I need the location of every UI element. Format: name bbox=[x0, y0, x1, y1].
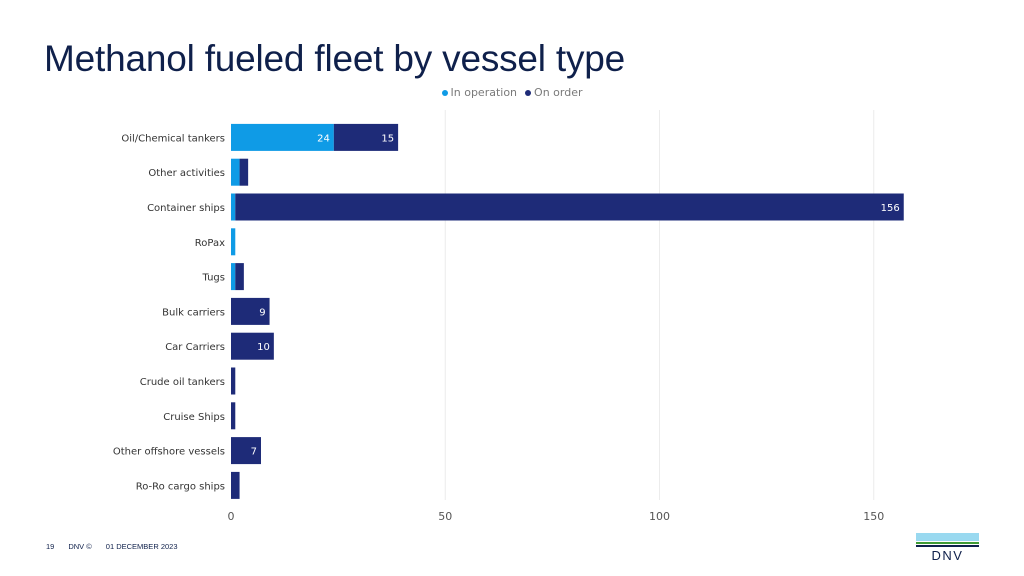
legend-item-on-order[interactable]: On order bbox=[525, 86, 583, 99]
logo-stripe-dark bbox=[916, 545, 979, 547]
bar-on-order[interactable] bbox=[231, 367, 236, 395]
category-label: Ro-Ro cargo ships bbox=[136, 481, 225, 492]
bar-on-order[interactable] bbox=[231, 297, 270, 325]
category-label: Other activities bbox=[148, 168, 225, 179]
category-label: Crude oil tankers bbox=[140, 377, 225, 388]
legend-item-in-operation[interactable]: In operation bbox=[441, 86, 518, 99]
bar-in-operation[interactable] bbox=[231, 228, 236, 256]
bar-on-order[interactable] bbox=[231, 437, 261, 465]
copyright-text: DNV © bbox=[68, 542, 92, 551]
bar-on-order[interactable] bbox=[235, 193, 904, 221]
x-tick-label: 50 bbox=[438, 510, 452, 523]
logo-stripe-light bbox=[916, 533, 979, 541]
logo-stripe-green bbox=[916, 542, 979, 544]
bar-on-order[interactable] bbox=[231, 471, 240, 499]
data-label: 15 bbox=[381, 133, 394, 144]
x-tick-label: 150 bbox=[863, 510, 884, 523]
category-label: Cruise Ships bbox=[163, 412, 225, 423]
category-label: Tugs bbox=[202, 273, 226, 284]
bar-on-order[interactable] bbox=[333, 123, 399, 151]
legend-label-in-operation: In operation bbox=[450, 86, 518, 99]
category-label: Bulk carriers bbox=[162, 307, 225, 318]
data-label: 10 bbox=[257, 342, 270, 353]
slide-title: Methanol fueled fleet by vessel type bbox=[44, 38, 626, 79]
chart-legend: In operation On order bbox=[0, 86, 1024, 99]
bar-in-operation[interactable] bbox=[231, 158, 240, 186]
data-label: 9 bbox=[259, 307, 265, 318]
page-number: 19 bbox=[46, 542, 55, 551]
slide-footer: 19 DNV © 01 DECEMBER 2023 bbox=[46, 542, 178, 551]
logo-text: DNV bbox=[931, 548, 964, 563]
bar-on-order[interactable] bbox=[235, 263, 244, 291]
bar-in-operation[interactable] bbox=[231, 123, 334, 151]
bar-on-order[interactable] bbox=[231, 402, 236, 430]
legend-swatch-on-order bbox=[525, 89, 532, 96]
footer-date: 01 DECEMBER 2023 bbox=[105, 542, 178, 551]
legend-swatch-in-operation bbox=[441, 89, 448, 96]
category-label: Other offshore vessels bbox=[113, 447, 225, 458]
legend-label-on-order: On order bbox=[534, 86, 583, 99]
bar-on-order[interactable] bbox=[231, 332, 274, 360]
bar-in-operation[interactable] bbox=[231, 193, 236, 221]
data-label: 7 bbox=[251, 447, 257, 458]
category-label: Oil/Chemical tankers bbox=[121, 133, 225, 144]
category-label: Car Carriers bbox=[165, 342, 225, 353]
bar-in-operation[interactable] bbox=[231, 263, 236, 291]
x-tick-label: 100 bbox=[649, 510, 670, 523]
data-label: 24 bbox=[317, 133, 330, 144]
category-label: RoPax bbox=[195, 238, 225, 249]
data-label: 156 bbox=[881, 203, 900, 214]
bar-on-order[interactable] bbox=[239, 158, 249, 186]
dnv-logo: DNV bbox=[916, 533, 979, 563]
category-label: Container ships bbox=[147, 203, 225, 214]
x-tick-label: 0 bbox=[228, 510, 235, 523]
